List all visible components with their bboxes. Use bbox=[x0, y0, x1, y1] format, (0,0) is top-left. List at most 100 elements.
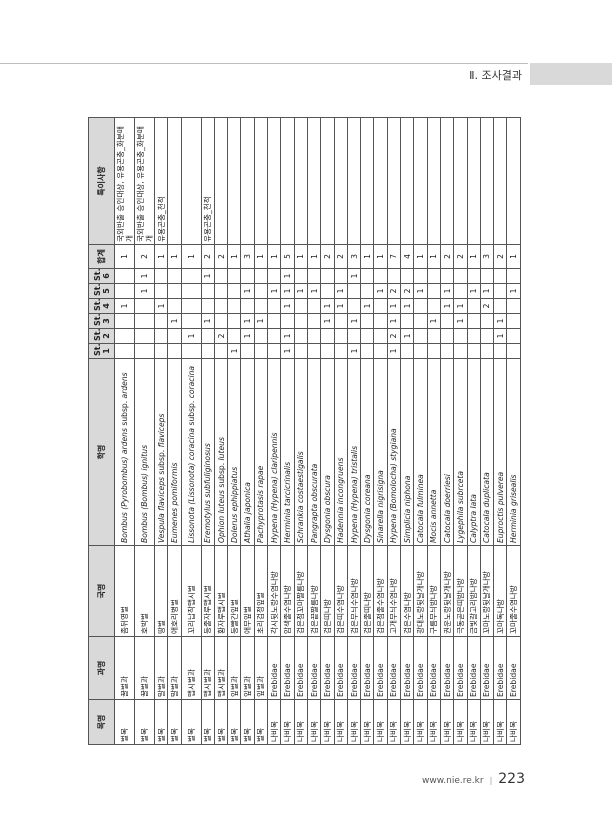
station-1-count bbox=[373, 343, 388, 359]
station-4-count bbox=[240, 298, 255, 314]
family-cell: Erebidae bbox=[360, 636, 374, 700]
scientific-name: Lissonota (Lissonota) coracina bbox=[186, 427, 196, 543]
family-cell: Erebidae bbox=[387, 636, 401, 700]
station-1-count bbox=[114, 343, 135, 359]
order-cell: 벌목 bbox=[201, 699, 215, 745]
total-cell: 2 bbox=[214, 244, 228, 269]
station-3-count: 1 bbox=[167, 313, 182, 329]
station-3-count: 1 bbox=[254, 313, 268, 329]
station-4-count bbox=[467, 298, 481, 314]
total-cell: 1 bbox=[154, 244, 168, 269]
order-cell: 나비목 bbox=[347, 699, 361, 745]
scientific-name: Simplicia niphona bbox=[402, 475, 412, 543]
scientific-name: Sinarella nigrisigna bbox=[376, 470, 386, 543]
station-4-count: 1 bbox=[280, 298, 295, 314]
station-1-count: 1 bbox=[280, 343, 295, 359]
scientific-name-cell: Hypena (Hypena) claripennis bbox=[267, 358, 281, 546]
remarks-cell bbox=[373, 117, 388, 245]
station-6-count bbox=[227, 268, 241, 284]
korean-name-cell: 검은점꼬마짤름나방 bbox=[294, 545, 308, 637]
station-6-count bbox=[214, 268, 228, 284]
station-3-count: 1 bbox=[427, 313, 441, 329]
scientific-name: Athalia japonica bbox=[243, 482, 253, 543]
station-1-count bbox=[240, 343, 255, 359]
remarks-cell bbox=[214, 117, 228, 245]
station-5-count bbox=[427, 283, 441, 299]
page-footer: www.nie.re.kr | 223 bbox=[422, 771, 525, 787]
total-cell: 1 bbox=[467, 244, 481, 269]
total-cell: 1 bbox=[254, 244, 268, 269]
station-5-count: 1 bbox=[467, 283, 481, 299]
station-3-count bbox=[480, 313, 494, 329]
family-cell: Erebidae bbox=[440, 636, 454, 700]
order-cell: 나비목 bbox=[387, 699, 401, 745]
scientific-name: Schrankia costaestigalis bbox=[296, 451, 306, 543]
remarks-cell bbox=[387, 117, 401, 245]
order-cell: 나비목 bbox=[506, 699, 521, 745]
station-4-count bbox=[413, 298, 428, 314]
korean-name-cell: 황자루맵시벌 bbox=[214, 545, 228, 637]
station-4-count bbox=[227, 298, 241, 314]
scientific-name-cell: Hypena (Bomolocha) stygiana bbox=[387, 358, 401, 546]
remarks-cell bbox=[467, 117, 481, 245]
order-cell: 나비목 bbox=[480, 699, 494, 745]
scientific-name-cell: Dysgonia coreana bbox=[360, 358, 374, 546]
station-6-count bbox=[413, 268, 428, 284]
order-cell: 나비목 bbox=[280, 699, 295, 745]
scientific-name-cell: Pangrapta obscurata bbox=[307, 358, 321, 546]
station-5-count bbox=[214, 283, 228, 299]
order-cell: 나비목 bbox=[453, 699, 468, 745]
order-cell: 나비목 bbox=[294, 699, 308, 745]
table-row: 나비목 Erebidae 권운노랑뒷날개나방 Catocala doerriesi 1 1… bbox=[440, 117, 454, 745]
station-1-count bbox=[214, 343, 228, 359]
station-6-count: 1 bbox=[280, 268, 295, 284]
korean-name-cell: 검은끝짤름나방 bbox=[307, 545, 321, 637]
order-cell: 나비목 bbox=[334, 699, 348, 745]
korean-name-cell: 등줄자루맵시벌 bbox=[201, 545, 215, 637]
station-5-count: 1 bbox=[334, 283, 348, 299]
table-header-row: 목명 과명 국명 학명 St. 1 St. 2 St. 3 St. 4 St. 5 St.… bbox=[88, 117, 115, 745]
family-cell: 꿀벌과 bbox=[134, 636, 155, 700]
scientific-name: Catocala doerriesi bbox=[442, 474, 452, 543]
scientific-name: Eremotylus subfuliginosus bbox=[203, 443, 213, 543]
korean-name-cell: 검은띠나방 bbox=[320, 545, 335, 637]
station-3-count bbox=[467, 313, 481, 329]
family-cell: 맵시벌과 bbox=[214, 636, 228, 700]
korean-name-cell: 검은점줄수염나방 bbox=[373, 545, 388, 637]
korean-name-cell: 검은수염나방 bbox=[400, 545, 414, 637]
station-4-count: 1 bbox=[400, 298, 414, 314]
station-5-count: 1 bbox=[294, 283, 308, 299]
station-3-count: 1 bbox=[347, 313, 361, 329]
korean-name-cell: 좀뒤영벌 bbox=[114, 545, 135, 637]
scientific-name: Lygephila subrceta bbox=[455, 470, 465, 543]
scientific-name-cell: Bombus (Bombus) ignitus bbox=[134, 358, 155, 546]
order-cell: 벌목 bbox=[227, 699, 241, 745]
family-cell: Erebidae bbox=[453, 636, 468, 700]
total-cell: 1 bbox=[294, 244, 308, 269]
family-cell: 말벌과 bbox=[167, 636, 182, 700]
col-header-total: 합계 bbox=[88, 244, 115, 269]
remarks-cell bbox=[360, 117, 374, 245]
scientific-name-cell: Herminia grisealis bbox=[506, 358, 521, 546]
station-2-count bbox=[440, 328, 454, 344]
station-5-count: 2 bbox=[400, 283, 414, 299]
station-6-count bbox=[254, 268, 268, 284]
scientific-name-cell: Pachyprotasis rapae bbox=[254, 358, 268, 546]
table-row: 나비목 Erebidae 검은끝짤름나방 Pangrapta obscurata 1 1 bbox=[307, 117, 321, 745]
station-4-count bbox=[347, 298, 361, 314]
scientific-name: Dolerus ephippiatus bbox=[229, 466, 239, 543]
station-5-count bbox=[167, 283, 182, 299]
total-cell: 2 bbox=[320, 244, 335, 269]
station-6-count bbox=[267, 268, 281, 284]
station-1-count bbox=[320, 343, 335, 359]
order-cell: 나비목 bbox=[440, 699, 454, 745]
order-cell: 나비목 bbox=[373, 699, 388, 745]
korean-name-cell: 등빨간잎벌 bbox=[227, 545, 241, 637]
station-2-count bbox=[294, 328, 308, 344]
station-1-count bbox=[453, 343, 468, 359]
scientific-name-cell: Euproctis pulverea bbox=[493, 358, 507, 546]
total-cell: 2 bbox=[134, 244, 155, 269]
order-cell: 나비목 bbox=[320, 699, 335, 745]
korean-name-cell: 극동곧은띠밤나방 bbox=[453, 545, 468, 637]
scientific-name-cell: Eumenes pomiformis bbox=[167, 358, 182, 546]
